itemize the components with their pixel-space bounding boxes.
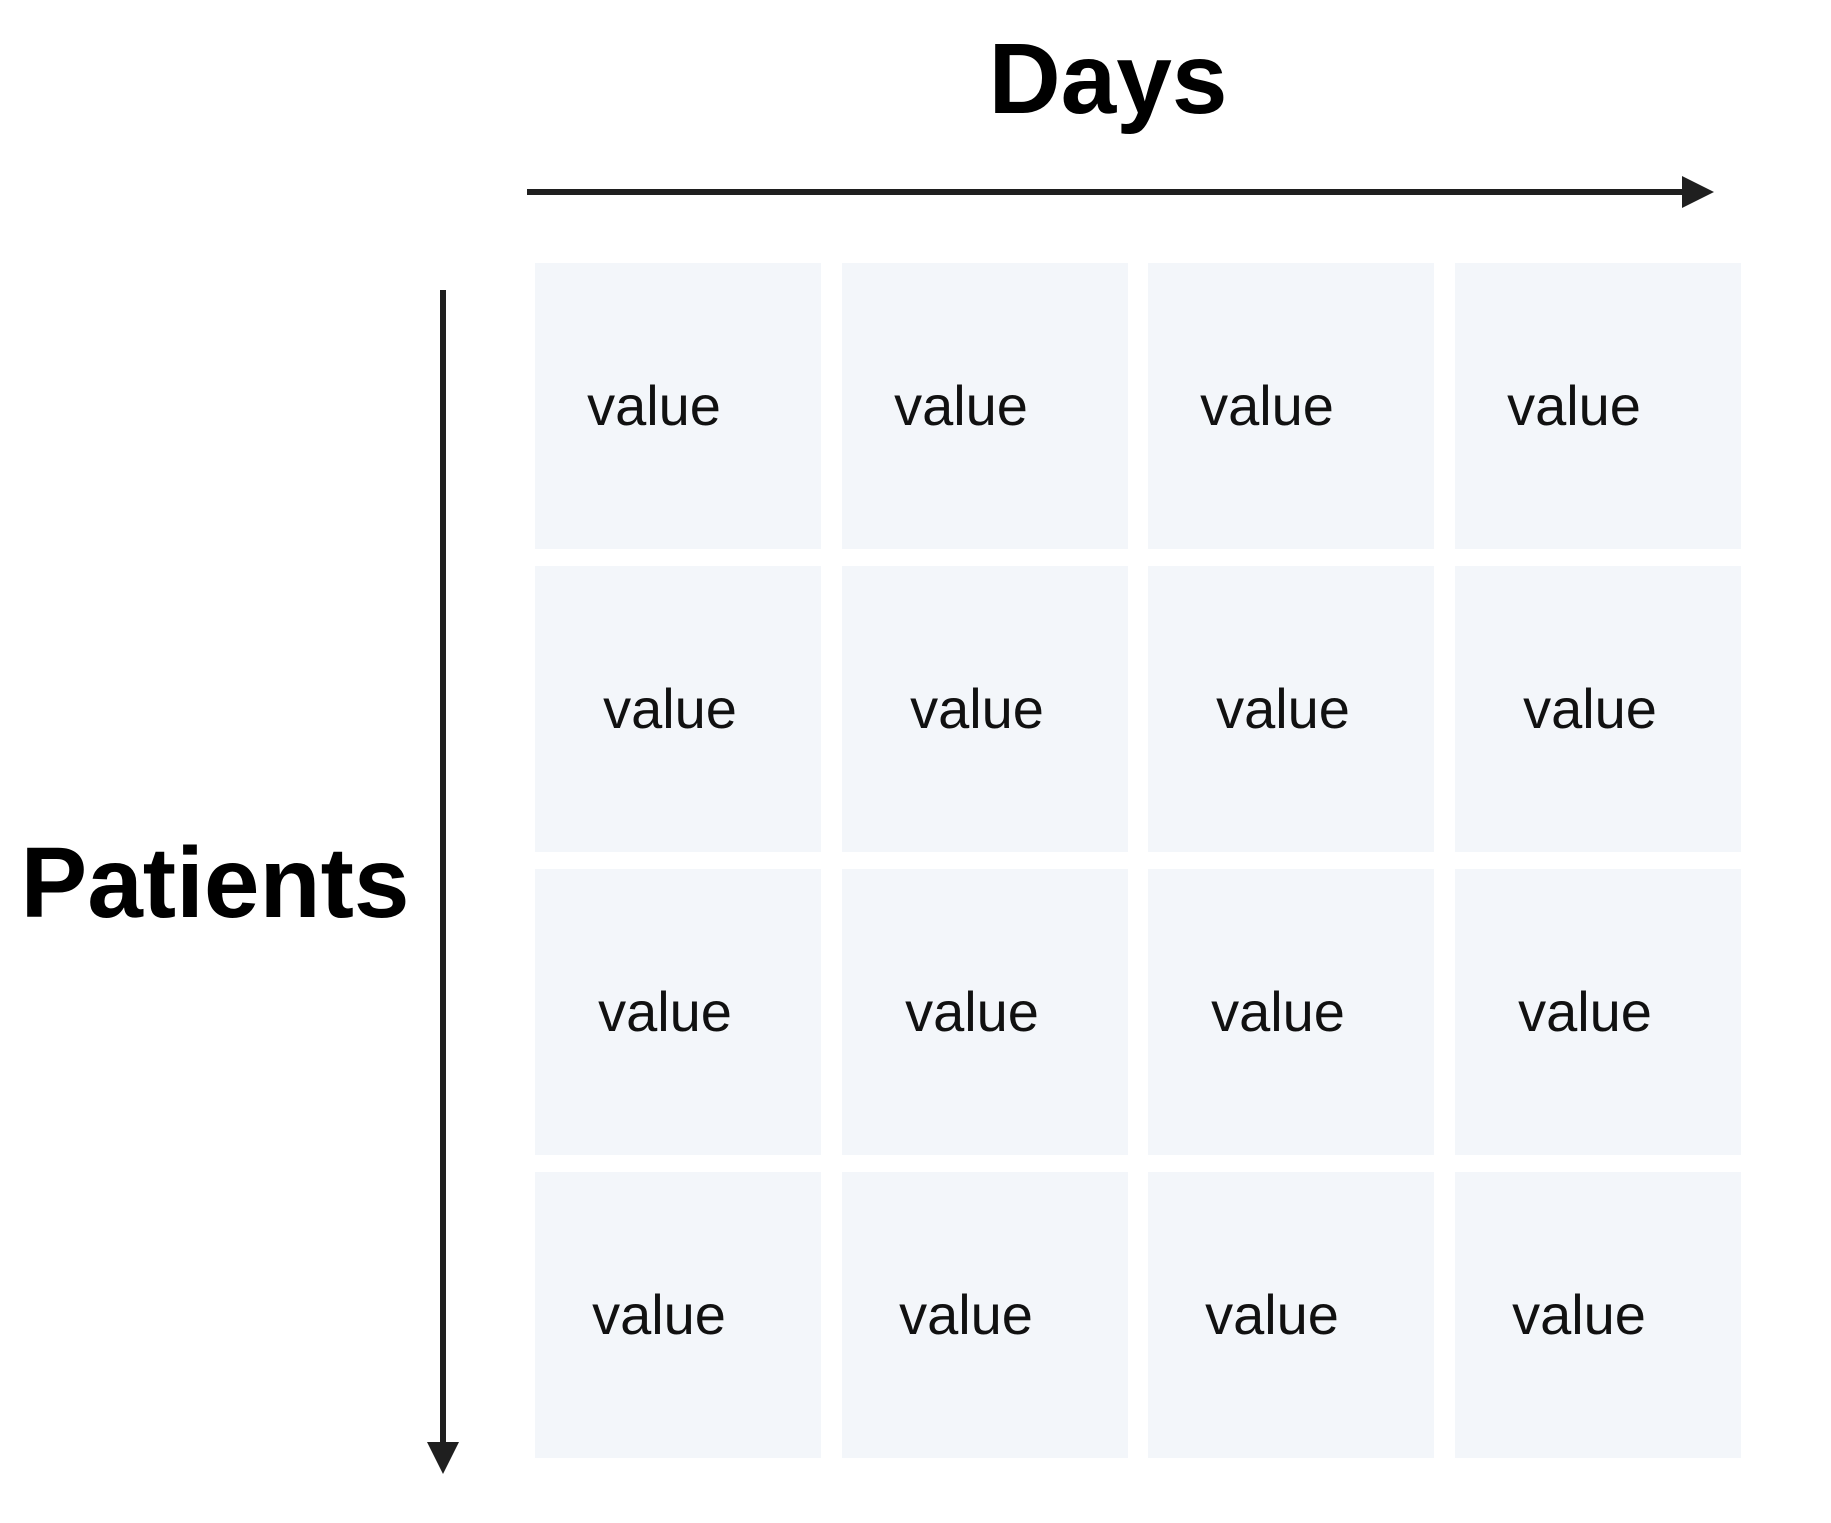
grid-cell-r2-c3: value xyxy=(1148,566,1434,852)
grid-cell-r3-c4: value xyxy=(1455,869,1741,1155)
grid-cell-r3-c2: value xyxy=(842,869,1128,1155)
patients-axis-arrow xyxy=(427,290,459,1474)
grid-cell-r4-c3: value xyxy=(1148,1172,1434,1458)
grid-cell-r2-c4: value xyxy=(1455,566,1741,852)
cell-value-label: value xyxy=(1211,980,1345,1043)
grid-cell-r1-c1: value xyxy=(535,263,821,549)
days-axis-arrow xyxy=(527,176,1714,208)
patients-axis-title: Patients xyxy=(20,827,410,939)
cell-value-label: value xyxy=(587,374,721,437)
grid-cell-r4-c2: value xyxy=(842,1172,1128,1458)
cell-value-label: value xyxy=(899,1283,1033,1346)
days-axis-arrowhead xyxy=(1682,176,1714,208)
grid-cell-r2-c1: value xyxy=(535,566,821,852)
cell-value-label: value xyxy=(1216,677,1350,740)
cell-value-label: value xyxy=(1523,677,1657,740)
grid-cell-r1-c3: value xyxy=(1148,263,1434,549)
cell-value-label: value xyxy=(894,374,1028,437)
cell-value-label: value xyxy=(603,677,737,740)
cell-value-label: value xyxy=(1200,374,1334,437)
grid-cell-r1-c2: value xyxy=(842,263,1128,549)
grid-cell-r1-c4: value xyxy=(1455,263,1741,549)
cell-value-label: value xyxy=(598,980,732,1043)
cell-value-label: value xyxy=(1518,980,1652,1043)
days-axis-title: Days xyxy=(988,23,1228,135)
cell-value-label: value xyxy=(910,677,1044,740)
grid-cell-r4-c1: value xyxy=(535,1172,821,1458)
cell-value-label: value xyxy=(1507,374,1641,437)
cell-value-label: value xyxy=(592,1283,726,1346)
grid-cell-r2-c2: value xyxy=(842,566,1128,852)
cell-value-label: value xyxy=(1205,1283,1339,1346)
patients-axis-arrowhead xyxy=(427,1442,459,1474)
cell-value-label: value xyxy=(1512,1283,1646,1346)
grid-cell-r3-c1: value xyxy=(535,869,821,1155)
cell-value-label: value xyxy=(905,980,1039,1043)
grid-cell-r3-c3: value xyxy=(1148,869,1434,1155)
grid-cell-r4-c4: value xyxy=(1455,1172,1741,1458)
